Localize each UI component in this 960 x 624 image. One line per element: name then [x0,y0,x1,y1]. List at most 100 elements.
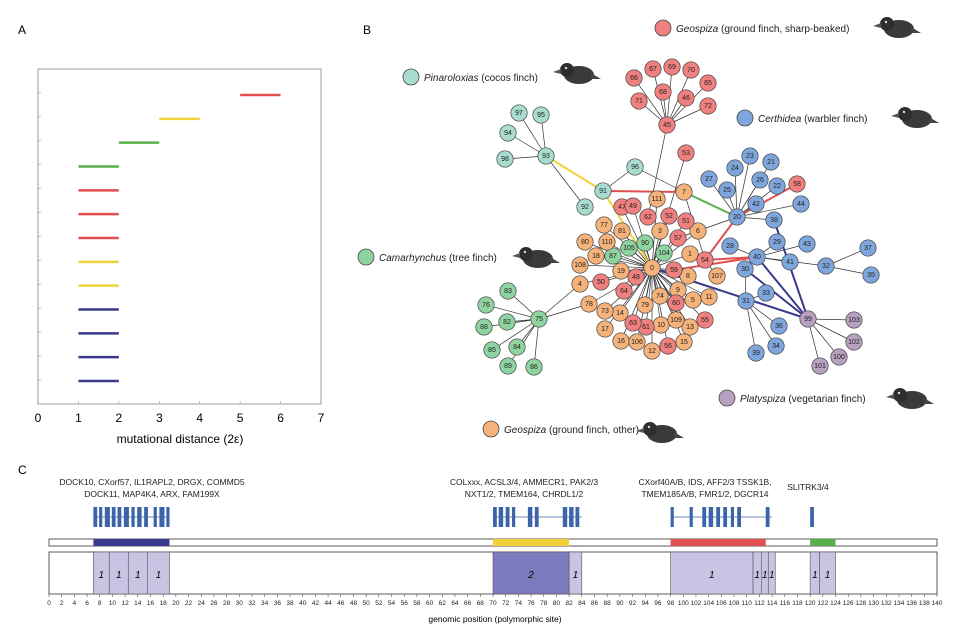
network-edge [736,155,751,218]
node-id-label: 66 [630,75,638,82]
node-circle [862,266,880,284]
axis-tick-label: 14 [134,600,142,607]
node-circle [726,159,744,177]
node-id-label: 76 [482,302,490,309]
node-circle [751,171,769,189]
block-rect [147,551,170,595]
node-id-label: 88 [480,324,488,331]
node-id-label: 40 [753,254,761,261]
finch-illustration-icon [873,17,921,38]
node-circle [651,222,669,240]
network-edge-colored [744,268,809,320]
node-id-label: 32 [822,263,830,270]
node-circle [762,153,780,171]
node-id-label: 77 [600,222,608,229]
network-edge [634,166,685,193]
node-circle [651,287,669,305]
node-id-label: 22 [773,183,781,190]
node-circle [792,195,810,213]
axis-tick-label: 72 [502,600,510,607]
finch-illustration-icon [553,63,601,84]
network-node: 71 [630,92,648,110]
network-node: 106 [628,333,646,351]
axis-tick-label: 4 [73,600,77,607]
haplotype-block: 2 [492,551,570,595]
network-node: 79 [636,296,654,314]
node-circle [499,357,517,375]
network-edge [807,318,855,343]
x-tick-label: 1 [75,411,82,425]
node-id-label: 74 [656,293,664,300]
axis-tick-label: 54 [388,600,396,607]
network-edge-colored [736,183,798,218]
network-node: 27 [700,170,718,188]
network-edge [491,318,540,351]
axis-tick-label: 134 [894,600,905,607]
network-node: 92 [576,198,594,216]
node-id-label: 29 [773,239,781,246]
network-node: 28 [721,237,739,255]
node-id-label: 31 [742,298,750,305]
network-node: 72 [699,97,717,115]
block-count-label: 1 [812,570,818,581]
axis-tick-label: 62 [439,600,447,607]
node-id-label: 91 [599,188,607,195]
node-id-label: 24 [731,165,739,172]
node-id-label: 14 [616,310,624,317]
haplotype-block: 1 [147,551,170,595]
node-circle [682,61,700,79]
legend-swatch [718,389,736,407]
block-rect [670,551,754,595]
network-node: 42 [747,195,765,213]
axis-tick-label: 106 [716,600,727,607]
gene-name-label: SLITRK3/4 [787,482,829,492]
network-node: 34 [767,337,785,355]
axis-tick-label: 76 [527,600,535,607]
node-circle [596,320,614,338]
gene-name-label: CXorf40A/B, IDS, AFF2/3 TSSK1B, [638,477,771,487]
node-id-label: 20 [733,214,741,221]
legend-genus: Pinaroloxias [424,73,478,84]
axis-tick-label: 84 [578,600,586,607]
panel-label-b: B [363,23,371,37]
network-node: 69 [663,58,681,76]
network-node: 97 [510,104,528,122]
network-edge-colored [704,216,738,261]
node-id-label: 111 [652,196,663,203]
legend-entry: Geospiza (ground finch, sharp-beaked) [654,17,921,38]
node-id-label: 60 [672,300,680,307]
node-circle [576,198,594,216]
node-id-label: 80 [581,239,589,246]
node-id-label: 1 [688,251,692,258]
node-id-label: 51 [682,218,690,225]
axis-tick-label: 44 [324,600,332,607]
node-circle [659,337,677,355]
node-id-label: 13 [686,324,694,331]
legend-label: Pinaroloxias (cocos finch) [424,73,538,84]
axis-tick-label: 86 [591,600,599,607]
node-id-label: 85 [488,347,496,354]
legend-entry: Platyspiza (vegetarian finch) [718,388,934,409]
axis-tick-label: 78 [540,600,548,607]
legend-entry: Geospiza (ground finch, other) [482,420,684,443]
x-tick-label: 7 [318,411,325,425]
node-circle [499,124,517,142]
node-id-label: 97 [515,110,523,117]
node-id-label: 110 [601,239,612,246]
node-circle [689,222,707,240]
node-circle [721,237,739,255]
node-circle [532,106,550,124]
axis-tick-label: 26 [210,600,218,607]
legend-label: Platyspiza (vegetarian finch) [740,394,866,405]
legend-description: (vegetarian finch) [786,394,866,405]
node-circle [537,147,555,165]
node-circle [741,147,759,165]
network-edge [677,216,738,239]
node-id-label: 10 [657,322,665,329]
node-id-label: 18 [592,253,600,260]
node-circle [626,158,644,176]
haplotype-block: 1 [568,551,583,595]
network-node: 50 [592,273,610,291]
network-node: 23 [741,147,759,165]
gene-name-label: TMEM185A/B, FMR1/2, DGCR14 [641,489,768,499]
